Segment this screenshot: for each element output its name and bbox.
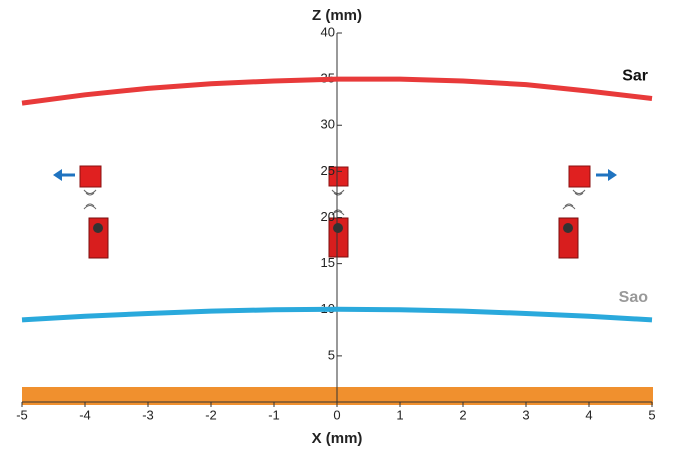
x-tick-label: 3 — [522, 407, 529, 422]
x-tick-label: 0 — [333, 407, 340, 422]
x-tick-label: 2 — [459, 407, 466, 422]
x-axis-label: X (mm) — [312, 430, 363, 447]
y-tick-label: 15 — [321, 255, 335, 270]
x-tick-label: -3 — [142, 407, 154, 422]
y-tick-label: 30 — [321, 117, 335, 132]
x-tick-label: -5 — [16, 407, 28, 422]
y-tick-label: 25 — [321, 163, 335, 178]
series-line — [21, 76, 653, 106]
y-axis-label: Z (mm) — [312, 7, 362, 24]
x-tick-label: -4 — [79, 407, 91, 422]
y-tick-label: 40 — [321, 24, 335, 39]
y-tick-label: 20 — [321, 209, 335, 224]
series-label: Sao — [619, 289, 649, 306]
x-tick-label: -2 — [205, 407, 217, 422]
x-tick-label: 4 — [585, 407, 592, 422]
x-tick-label: 1 — [396, 407, 403, 422]
sensor-left — [53, 165, 109, 259]
series-label: Sar — [622, 68, 648, 85]
x-tick-label: 5 — [648, 407, 655, 422]
series-line — [21, 306, 653, 323]
sensor-right — [558, 165, 617, 259]
x-tick-label: -1 — [268, 407, 280, 422]
y-tick-label: 5 — [328, 347, 335, 362]
